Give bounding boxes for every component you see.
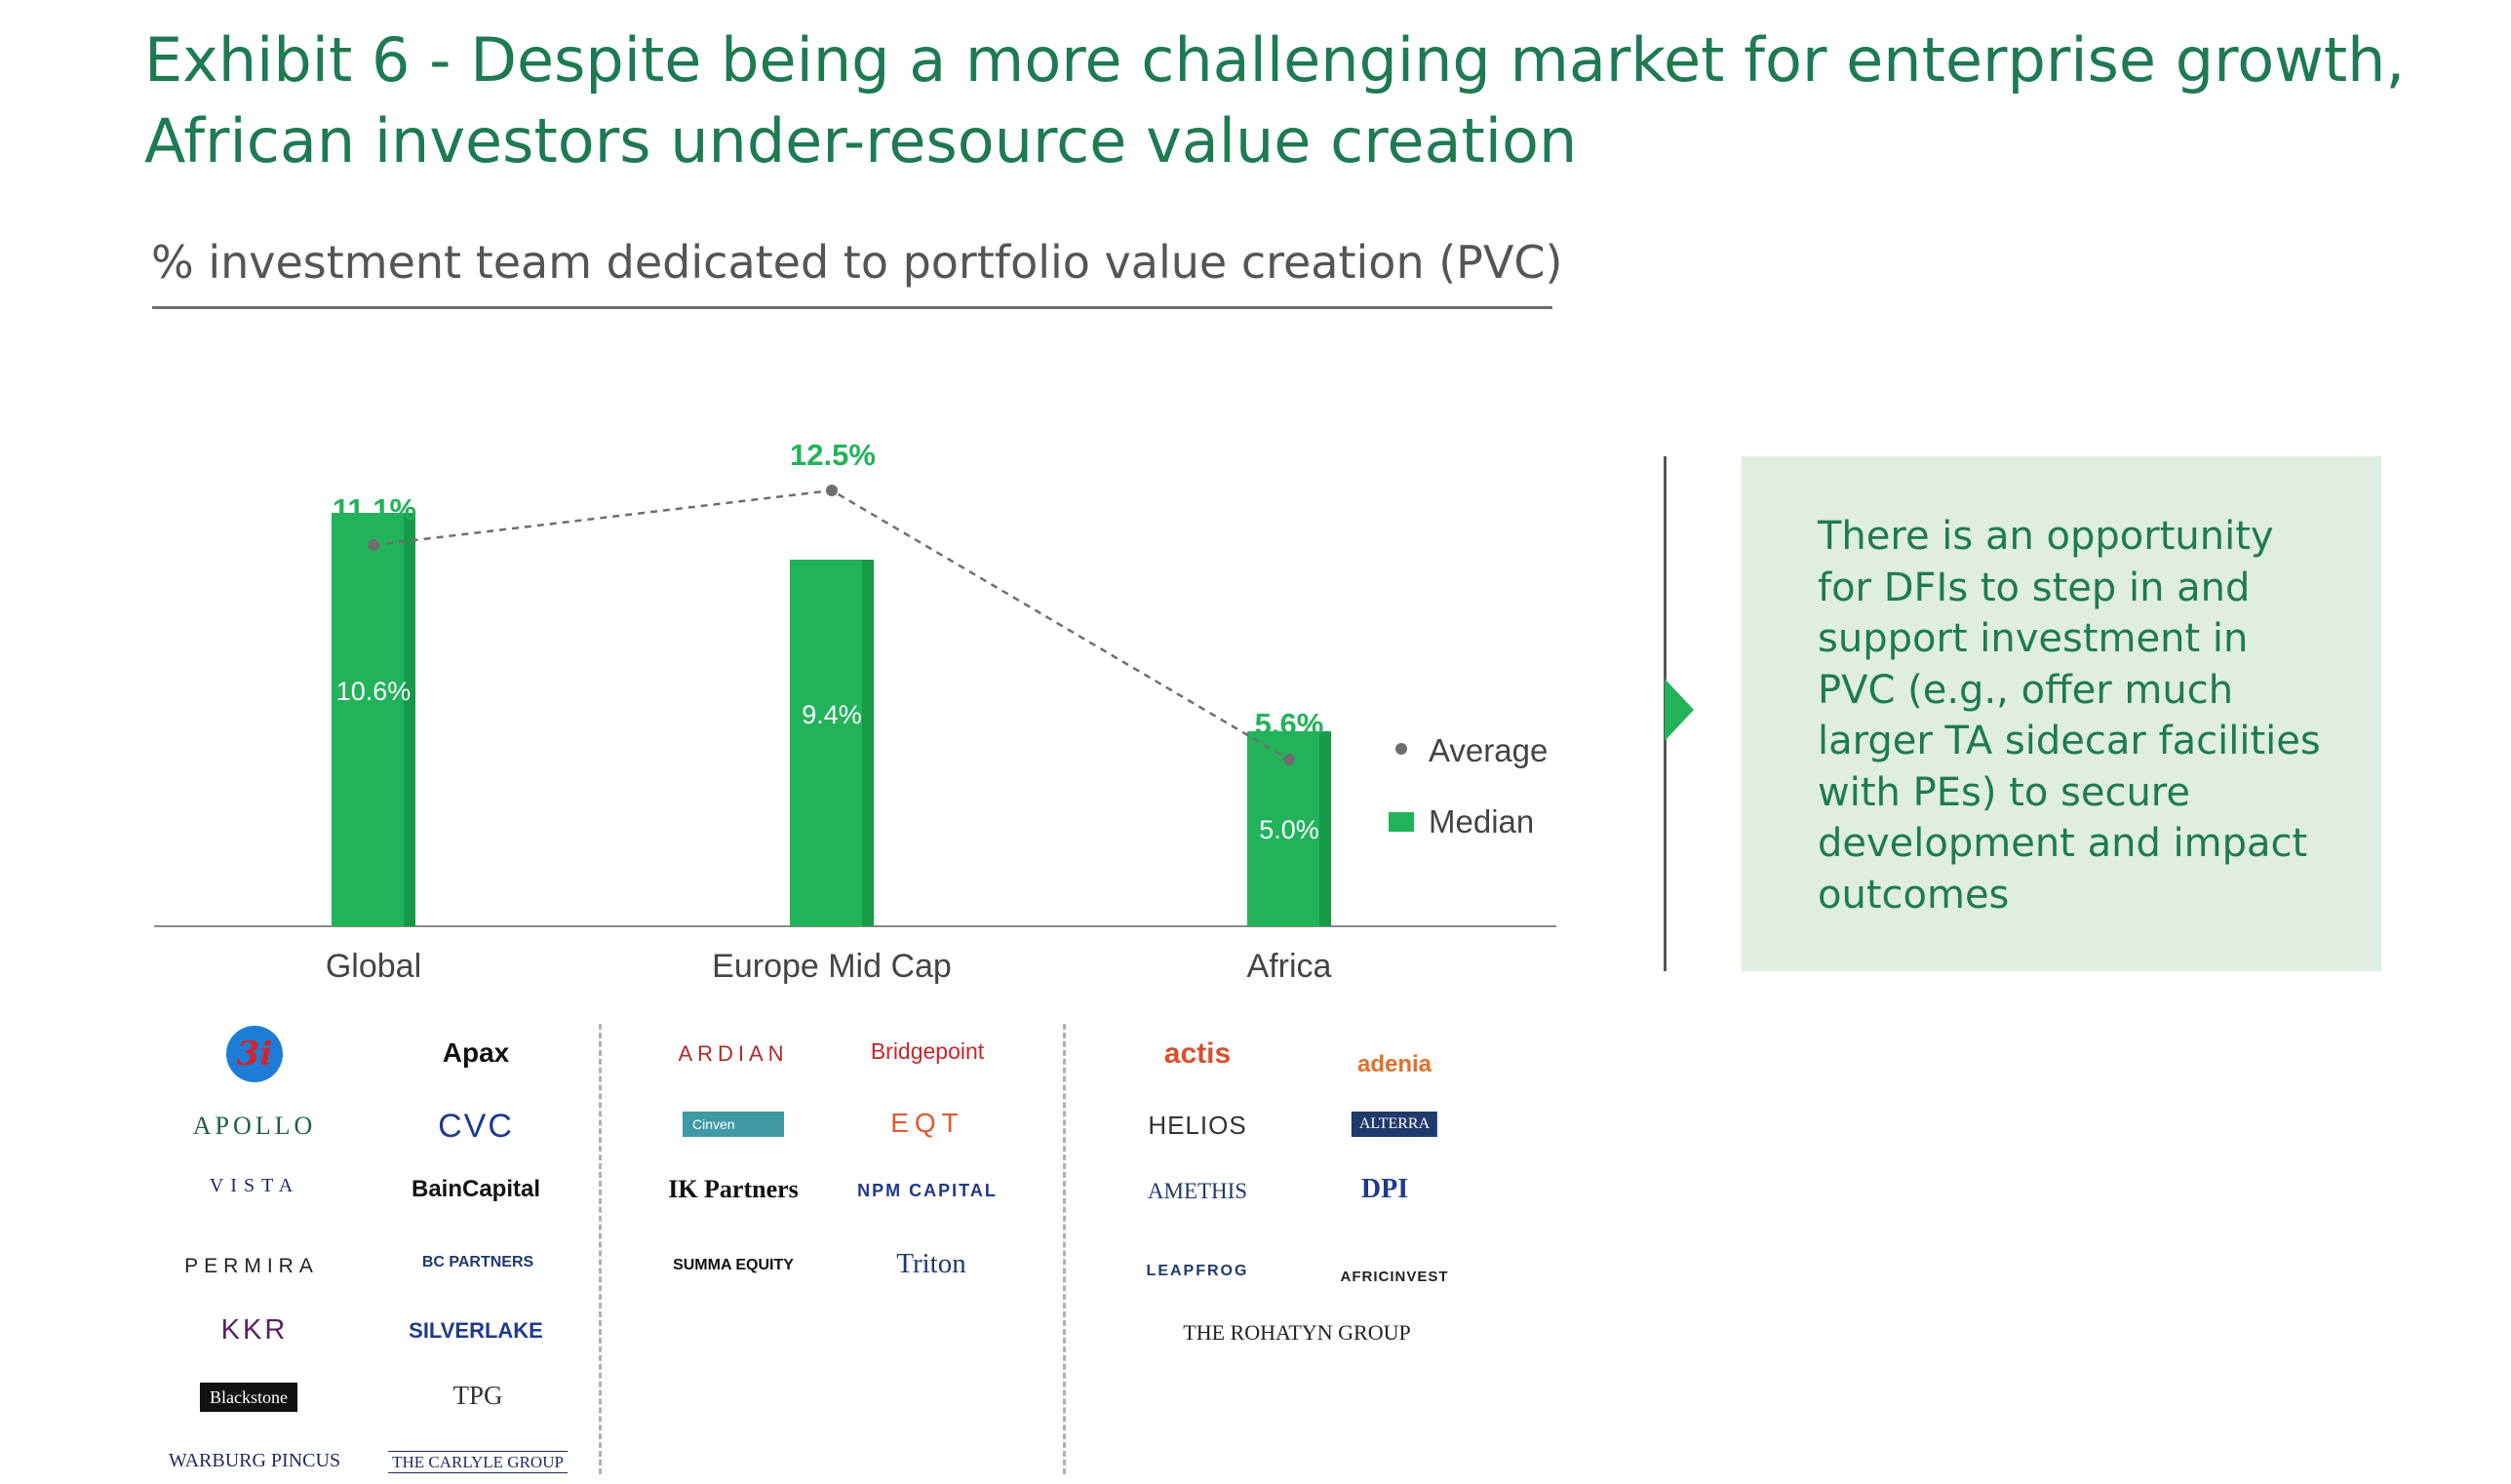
logo-africinvest: AFRICINVEST bbox=[1340, 1269, 1449, 1285]
arrow-right-icon bbox=[1665, 679, 1694, 741]
x-axis-label-2: Africa bbox=[1247, 948, 1332, 985]
page-title: Exhibit 6 - Despite being a more challen… bbox=[144, 20, 2416, 181]
callout-line: outcomes bbox=[1818, 872, 2010, 918]
callout-line: for DFIs to step in and bbox=[1818, 565, 2251, 610]
logo-alterra: ALTERRA bbox=[1351, 1112, 1438, 1137]
average-label-0: 11.1% bbox=[333, 492, 416, 527]
logo-tpg: TPG bbox=[452, 1381, 503, 1410]
logo-cvc: CVC bbox=[438, 1108, 514, 1145]
x-axis-label-1: Europe Mid Cap bbox=[712, 948, 952, 985]
callout-line: support investment in bbox=[1818, 616, 2249, 661]
average-point-0 bbox=[368, 539, 379, 551]
legend-average-label: Average bbox=[1429, 732, 1548, 768]
callout-line: larger TA sidecar facilities bbox=[1818, 719, 2321, 763]
logo-bc-partners: BC PARTNERS bbox=[421, 1254, 534, 1270]
logo-apollo: APOLLO bbox=[192, 1112, 317, 1140]
logo-vista: VISTA bbox=[209, 1175, 300, 1196]
median-bars: 10.6% 9.4% 5.0% bbox=[332, 513, 1331, 926]
logo-warburg-pincus: WARBURG PINCUS bbox=[168, 1450, 341, 1471]
logo-rohatyn-group: THE ROHATYN GROUP bbox=[1183, 1320, 1411, 1345]
logo-eqt: EQT bbox=[890, 1108, 964, 1138]
logo-silverlake: SILVERLAKE bbox=[409, 1318, 543, 1343]
legend-median-label: Median bbox=[1429, 803, 1534, 840]
logo-ardian: ARDIAN bbox=[678, 1041, 789, 1066]
bar-median-1 bbox=[790, 560, 874, 926]
logo-ik-partners: IK Partners bbox=[668, 1175, 799, 1203]
bar-median-shade-2 bbox=[1319, 731, 1331, 926]
bar-median-shade-1 bbox=[862, 560, 874, 926]
logo-cinven: Cinven bbox=[683, 1112, 784, 1137]
bar-median-label-2: 5.0% bbox=[1259, 815, 1319, 844]
average-point-2 bbox=[1283, 754, 1295, 765]
logo-leapfrog: LEAPFROG bbox=[1146, 1263, 1249, 1279]
logo-group-divider bbox=[599, 1024, 602, 1474]
bar-median-label-1: 9.4% bbox=[802, 700, 862, 729]
chart-legend: Average Median bbox=[1389, 732, 1548, 840]
logo-dpi: DPI bbox=[1360, 1174, 1409, 1204]
callout-line: PVC (e.g., offer much bbox=[1818, 667, 2234, 713]
legend-average-marker bbox=[1395, 743, 1407, 755]
logo-permira: PERMIRA bbox=[184, 1255, 319, 1277]
logo-helios: HELIOS bbox=[1148, 1111, 1247, 1140]
logo-kkr: KKR bbox=[220, 1314, 289, 1346]
page-title-line-2: African investors under-resource value c… bbox=[144, 105, 1578, 176]
page-title-line-1: Exhibit 6 - Despite being a more challen… bbox=[144, 24, 2406, 96]
logo-bridgepoint: Bridgepoint bbox=[870, 1038, 985, 1064]
subtitle-underline bbox=[152, 306, 1552, 309]
average-label-2: 5.6% bbox=[1255, 707, 1324, 741]
average-series: 11.1% 12.5% 5.6% bbox=[333, 438, 1323, 765]
bar-median-shade-0 bbox=[404, 513, 415, 926]
x-axis-labels: Global Europe Mid Cap Africa bbox=[326, 948, 1332, 985]
callout-line: development and impact bbox=[1818, 821, 2308, 866]
average-point-1 bbox=[826, 485, 838, 496]
logo-npm-capital: NPM CAPITAL bbox=[857, 1181, 998, 1200]
legend-median-marker bbox=[1389, 812, 1414, 832]
chart-subtitle: % investment team dedicated to portfolio… bbox=[151, 236, 1563, 289]
logo-amethis: AMETHIS bbox=[1147, 1179, 1248, 1203]
logo-apax: Apax bbox=[442, 1037, 510, 1068]
logo-triton: Triton bbox=[896, 1248, 966, 1279]
bar-median-0 bbox=[332, 513, 415, 926]
callout-line: with PEs) to secure bbox=[1818, 769, 2190, 815]
logo-actis: actis bbox=[1163, 1037, 1232, 1070]
logo-3i: 3i bbox=[226, 1026, 283, 1082]
logo-baincapital: BainCapital bbox=[411, 1176, 541, 1202]
logo-carlyle-group: THE CARLYLE GROUP bbox=[388, 1451, 568, 1473]
logo-summa-equity: SUMMA EQUITY bbox=[673, 1257, 794, 1273]
dfi-callout-box: There is an opportunity for DFIs to step… bbox=[1742, 456, 2381, 971]
logo-blackstone: Blackstone bbox=[200, 1383, 297, 1412]
average-label-1: 12.5% bbox=[790, 438, 876, 472]
callout-line: There is an opportunity bbox=[1818, 514, 2274, 559]
logo-adenia: adenia bbox=[1356, 1051, 1432, 1077]
bar-median-label-0: 10.6% bbox=[336, 677, 412, 706]
logo-group-divider bbox=[1063, 1024, 1066, 1474]
x-axis-label-0: Global bbox=[326, 948, 421, 985]
